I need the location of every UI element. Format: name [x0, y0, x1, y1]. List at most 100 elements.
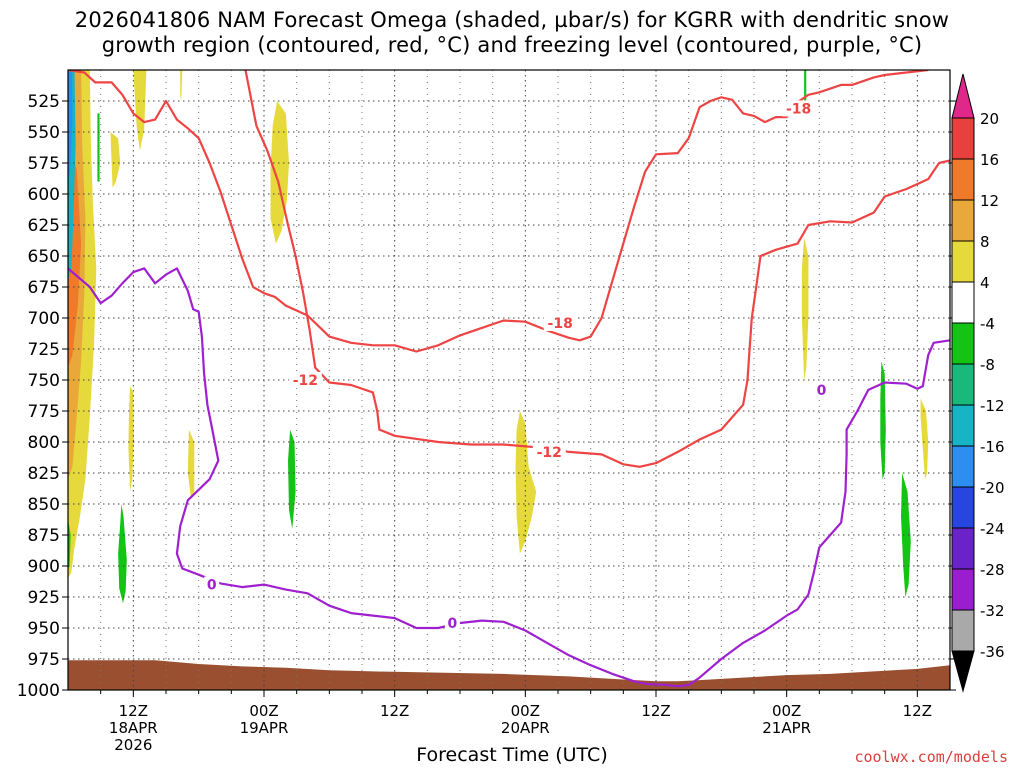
omega-shade [180, 70, 183, 101]
colorbar-label: -36 [980, 643, 1005, 661]
omega-shade [288, 429, 296, 529]
contour-line [68, 267, 950, 688]
omega-shade [118, 504, 127, 604]
colorbar-label: -12 [980, 397, 1005, 415]
y-tick-label: 700 [28, 309, 60, 329]
colorbar-bin [951, 158, 975, 201]
contour-label: -18 [548, 316, 573, 332]
colorbar-bin [951, 609, 975, 652]
y-tick-label: 1000 [17, 681, 60, 701]
terrain-fill [68, 660, 950, 690]
contour-label-bg [814, 381, 830, 398]
omega-shade [110, 132, 121, 188]
plot-area: -12 -12 -18 -18 0 0 0 [68, 70, 950, 690]
colorbar-label: -16 [980, 438, 1005, 456]
omega-shade [68, 70, 73, 182]
chart-title-line-2: growth region (contoured, red, °C) and f… [101, 33, 923, 57]
y-tick-label: 750 [28, 371, 60, 391]
y-tick-label: 625 [28, 216, 60, 236]
omega-shade [187, 429, 195, 498]
y-tick-label: 725 [28, 340, 60, 360]
colorbar-over-triangle [951, 73, 975, 119]
colorbar-bin [951, 404, 975, 447]
omega-shade [128, 386, 134, 492]
colorbar-under-triangle [951, 650, 975, 693]
colorbar-bin [951, 240, 975, 283]
contour-label: -12 [293, 373, 318, 389]
x-tick-label: 19APR [240, 719, 289, 737]
colorbar-bin [951, 281, 975, 324]
y-tick-label: 600 [28, 185, 60, 205]
contour-label-bg [288, 372, 322, 388]
x-tick-label: 12Z [380, 702, 409, 720]
omega-shade [801, 237, 809, 380]
x-tick-label: 12Z [641, 702, 670, 720]
colorbar-bin [951, 527, 975, 570]
omega-shade [133, 70, 147, 151]
contour-label: 0 [817, 383, 827, 399]
y-tick-label: 825 [28, 464, 60, 484]
y-tick-label: 575 [28, 154, 60, 174]
colorbar-bin [951, 199, 975, 242]
contour-label: 0 [448, 616, 458, 632]
y-tick-label: 675 [28, 278, 60, 298]
contour-label-bg [532, 443, 566, 460]
contour-label: 0 [207, 578, 217, 594]
omega-shade [515, 411, 537, 554]
y-tick-label: 850 [28, 495, 60, 515]
y-tick-label: 525 [28, 92, 60, 112]
y-tick-label: 875 [28, 526, 60, 546]
x-tick-label: 21APR [762, 719, 811, 737]
chart-title-line-1: 2026041806 NAM Forecast Omega (shaded, µ… [74, 8, 950, 32]
contour-label-bg [543, 314, 577, 331]
x-tick-label: 20APR [501, 719, 550, 737]
x-tick-label: 00Z [249, 702, 278, 720]
omega-shade [880, 361, 886, 480]
colorbar-label: -4 [980, 315, 995, 333]
colorbar-bin [951, 568, 975, 611]
x-tick-label: 12Z [903, 702, 932, 720]
y-tick-label: 550 [28, 123, 60, 143]
y-tick-label: 975 [28, 650, 60, 670]
contour-line [68, 70, 929, 353]
y-tick-label: 800 [28, 433, 60, 453]
credit-link[interactable]: coolwx.com/models [854, 748, 1008, 766]
x-tick-label: 12Z [119, 702, 148, 720]
omega-shade [97, 113, 100, 182]
colorbar-bin [951, 322, 975, 365]
colorbar-bin [951, 486, 975, 529]
colorbar-label: 16 [980, 151, 999, 169]
y-tick-label: 900 [28, 557, 60, 577]
omega-shade [68, 518, 71, 569]
colorbar-label: 8 [980, 233, 990, 251]
colorbar-label: -32 [980, 602, 1005, 620]
colorbar-label: -24 [980, 520, 1005, 538]
colorbar-bin [951, 363, 975, 406]
colorbar-bin [951, 445, 975, 488]
omega-shade [920, 398, 929, 480]
contour-label: -12 [537, 445, 562, 461]
colorbar-label: -20 [980, 479, 1005, 497]
x-tick-label: 00Z [772, 702, 801, 720]
x-axis-title: Forecast Time (UTC) [416, 744, 608, 766]
y-tick-label: 775 [28, 402, 60, 422]
y-tick-label: 950 [28, 619, 60, 639]
x-tick-label: 2026 [114, 736, 152, 754]
omega-shade [270, 101, 289, 244]
colorbar-label: -28 [980, 561, 1005, 579]
colorbar-bin [951, 117, 975, 160]
x-tick-label: 00Z [511, 702, 540, 720]
contour-line [244, 70, 950, 468]
colorbar-label: 12 [980, 192, 999, 210]
colorbar-label: -8 [980, 356, 995, 374]
y-tick-label: 925 [28, 588, 60, 608]
contour-label-bg [204, 576, 220, 593]
y-tick-label: 650 [28, 247, 60, 267]
colorbar-label: 20 [980, 110, 999, 128]
colorbar-label: 4 [980, 274, 990, 292]
contour-label-bg [782, 100, 816, 117]
x-tick-label: 18APR [109, 719, 158, 737]
contour-label: -18 [786, 101, 811, 117]
